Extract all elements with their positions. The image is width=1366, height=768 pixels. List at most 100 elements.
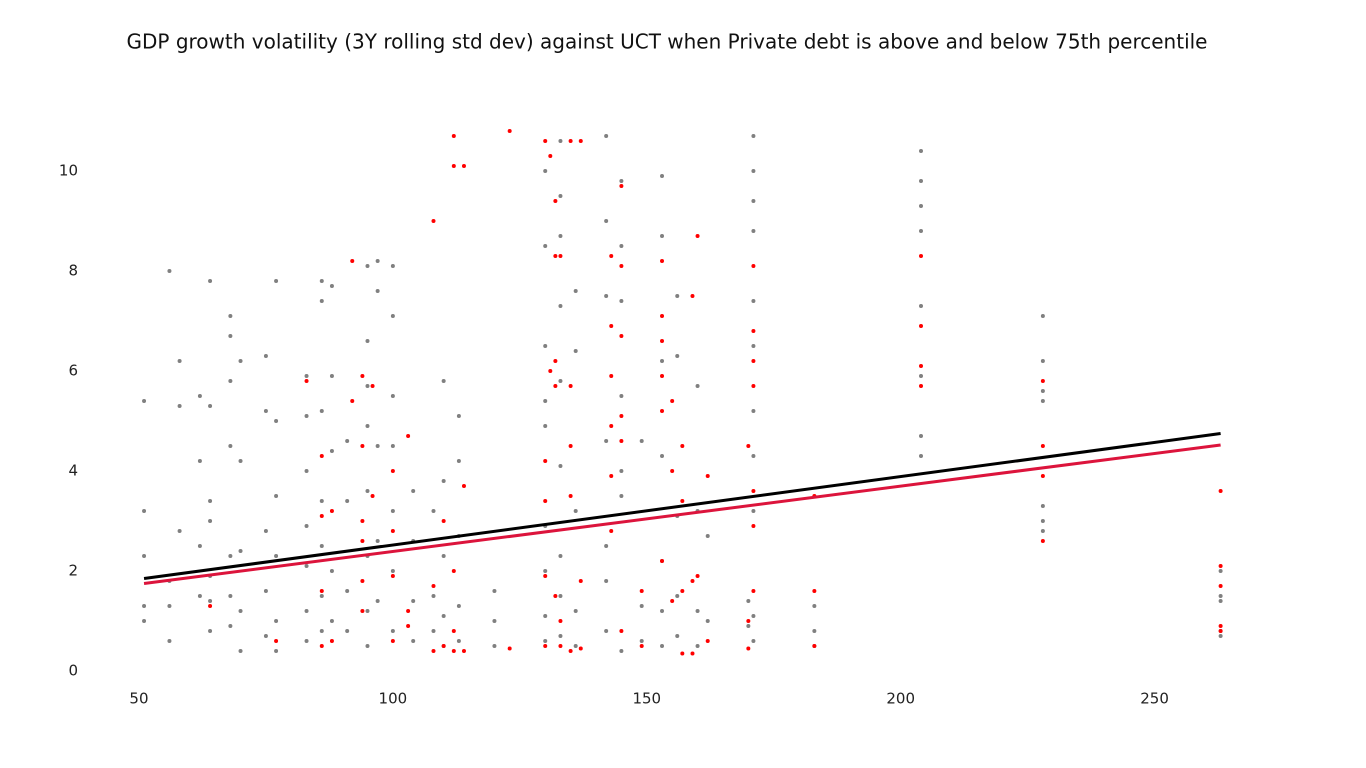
scatter-point [619,414,624,418]
scatter-point [1040,519,1045,523]
scatter-point [578,646,583,651]
scatter-point [751,134,756,138]
scatter-point [365,264,370,268]
scatter-point [319,629,324,633]
scatter-point [274,554,279,558]
scatter-point [411,639,416,643]
scatter-point [304,524,309,528]
scatter-point [461,484,466,488]
scatter-point [390,314,395,318]
scatter-point [919,324,923,328]
scatter-point [746,599,751,603]
scatter-point [639,644,644,648]
scatter-point [543,344,548,348]
scatter-point [919,454,923,458]
scatter-point [451,569,456,573]
scatter-point [304,639,309,643]
scatter-point [548,369,553,373]
scatter-point [543,499,548,503]
scatter-point [660,359,665,363]
x-tick-label: 200 [886,690,915,708]
scatter-point [568,649,573,653]
scatter-point [208,629,213,633]
scatter-point [751,329,756,333]
scatter-point [639,639,644,643]
scatter-point [492,619,497,623]
scatter-point [558,554,563,558]
scatter-point [543,424,548,428]
scatter-point [1218,594,1223,598]
scatter-point [558,254,563,258]
scatter-point [573,644,578,648]
scatter-point [660,609,665,613]
scatter-point [660,174,665,178]
scatter-point [619,439,624,443]
y-tick-label: 8 [68,262,78,280]
scatter-point [670,399,675,403]
scatter-point [390,394,395,398]
scatter-point [456,639,461,643]
scatter-point [263,529,268,533]
scatter-point [573,349,578,353]
scatter-point [604,219,609,223]
scatter-point [1040,399,1045,403]
scatter-point [751,169,756,173]
scatter-point [142,399,147,403]
scatter-point [390,264,395,268]
scatter-point [568,384,573,388]
scatter-point [619,629,624,633]
scatter-point [578,139,583,143]
scatter-point [365,609,370,613]
scatter-point [1040,314,1045,318]
chart-title: GDP growth volatility (3Y rolling std de… [127,30,1208,54]
scatter-point [329,619,334,623]
scatter-point [751,524,756,528]
scatter-point [329,569,334,573]
scatter-point [543,139,548,143]
scatter-point [406,624,411,628]
scatter-point [456,414,461,418]
scatter-point [690,579,695,583]
scatter-point [660,644,665,648]
scatter-point [619,334,624,338]
scatter-point [746,646,751,651]
scatter-point [919,229,923,233]
scatter-point [573,289,578,293]
scatter-point [263,589,268,593]
scatter-point [451,164,456,168]
scatter-point [1218,634,1223,638]
scatter-point [619,179,624,183]
scatter-point [751,509,756,513]
scatter-point [746,444,751,448]
scatter-point [919,434,923,438]
scatter-point [350,399,355,403]
scatter-point [553,359,558,363]
scatter-point [208,279,213,283]
scatter-point [543,244,548,248]
scatter-point [411,489,416,493]
scatter-point [431,219,436,223]
scatter-point [274,279,279,283]
scatter-point [568,139,573,143]
scatter-point [619,244,624,248]
trend-line [143,432,1221,580]
scatter-point [360,539,365,543]
scatter-point [431,594,436,598]
scatter-point [319,499,324,503]
scatter-point [263,634,268,638]
scatter-point [751,409,756,413]
scatter-point [208,599,213,603]
scatter-point [390,629,395,633]
scatter-point [350,259,355,263]
scatter-point [274,494,279,498]
scatter-point [660,559,665,563]
scatter-point [390,444,395,448]
scatter-point [660,314,665,318]
scatter-point [568,494,573,498]
scatter-point [319,454,324,458]
scatter-point [690,294,695,298]
scatter-point [919,179,923,183]
scatter-point [507,646,512,651]
scatter-point [919,304,923,308]
scatter-point [751,384,756,388]
